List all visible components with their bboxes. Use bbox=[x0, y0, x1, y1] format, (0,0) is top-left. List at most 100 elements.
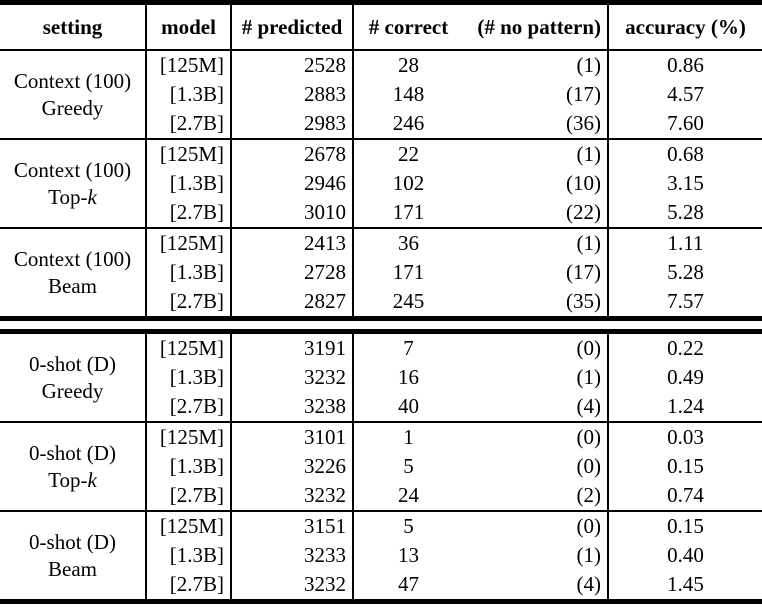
correct-cell: 36 bbox=[353, 227, 463, 258]
no-pattern-cell: (0) bbox=[463, 510, 609, 541]
correct-cell: 245 bbox=[392, 289, 425, 313]
table-row: [2.7B] 2983 246 (36) 7.60 bbox=[0, 109, 762, 139]
accuracy-cell: 0.15 bbox=[667, 454, 704, 478]
predicted-cell: 2883 bbox=[231, 80, 354, 109]
predicted-cell: 3010 bbox=[231, 198, 354, 228]
table-row: [1.3B] 2946 102 (10) 3.15 bbox=[0, 169, 762, 198]
predicted-cell: 3233 bbox=[231, 541, 354, 570]
setting-label-text: Beam bbox=[48, 273, 97, 298]
no-pattern-cell: (35) bbox=[463, 287, 609, 319]
col-header-predicted: # predicted bbox=[231, 2, 354, 51]
no-pattern-cell: (1) bbox=[463, 138, 609, 169]
table-row: 0-shot (D) Greedy [125M] 3191 7 (0) 0.22 bbox=[0, 330, 762, 422]
accuracy-cell: 7.60 bbox=[667, 111, 704, 135]
correct-cell: 7 bbox=[353, 330, 463, 363]
table-row: 0-shot (D) Top-k [125M] 3101 1 (0) 0.03 bbox=[0, 421, 762, 511]
correct-cell: 246 bbox=[392, 111, 425, 135]
setting-line2: Greedy bbox=[6, 95, 139, 122]
setting-line2: Top-k bbox=[6, 467, 139, 494]
no-pattern-cell: (17) bbox=[463, 80, 609, 109]
model-cell: [125M] bbox=[146, 49, 232, 80]
predicted-cell: 3232 bbox=[231, 481, 354, 511]
table-row: [1.3B] 2883 148 (17) 4.57 bbox=[0, 80, 762, 109]
accuracy-cell: 1.45 bbox=[667, 572, 704, 596]
model-cell: [125M] bbox=[146, 227, 232, 258]
no-pattern-cell: (17) bbox=[463, 258, 609, 287]
model-cell: [2.7B] bbox=[146, 109, 232, 139]
accuracy-cell: 7.57 bbox=[667, 289, 704, 313]
correct-cell: 171 bbox=[392, 260, 425, 284]
no-pattern-cell: (22) bbox=[463, 198, 609, 228]
setting-label-text: Greedy bbox=[41, 95, 104, 120]
table-row: Context (100) Beam [125M] 2413 36 (1) 1.… bbox=[0, 227, 762, 319]
model-cell: [1.3B] bbox=[146, 169, 232, 198]
accuracy-cell: 0.15 bbox=[608, 510, 762, 541]
predicted-cell: 2827 bbox=[231, 287, 354, 319]
setting-line1: 0-shot (D) bbox=[29, 529, 116, 554]
no-pattern-cell: (1) bbox=[463, 49, 609, 80]
model-cell: [1.3B] bbox=[146, 80, 232, 109]
model-cell: [1.3B] bbox=[146, 363, 232, 392]
predicted-cell: 2983 bbox=[231, 109, 354, 139]
no-pattern-cell: (0) bbox=[463, 330, 609, 363]
col-header-setting: setting bbox=[0, 2, 147, 51]
predicted-cell: 3191 bbox=[231, 330, 354, 363]
correct-cell: 148 bbox=[392, 82, 425, 106]
setting-label-text: Greedy bbox=[41, 378, 104, 403]
no-pattern-cell: (1) bbox=[463, 227, 609, 258]
section-separator bbox=[0, 316, 762, 334]
correct-cell: 13 bbox=[398, 543, 419, 567]
table-row: [1.3B] 3233 13 (1) 0.40 bbox=[0, 541, 762, 570]
header-row: setting model # predicted # correct (# n… bbox=[0, 2, 762, 51]
correct-cell: 5 bbox=[403, 454, 414, 478]
accuracy-cell: 5.28 bbox=[667, 260, 704, 284]
table-row: [2.7B] 3232 47 (4) 1.45 bbox=[0, 570, 762, 602]
accuracy-cell: 4.57 bbox=[667, 82, 704, 106]
table-row: [1.3B] 2728 171 (17) 5.28 bbox=[0, 258, 762, 287]
setting-label-text: Top- bbox=[48, 467, 88, 492]
setting-label-text: Top- bbox=[48, 184, 88, 209]
predicted-cell: 2413 bbox=[231, 227, 354, 258]
accuracy-cell: 5.28 bbox=[667, 200, 704, 224]
table-row: [2.7B] 3010 171 (22) 5.28 bbox=[0, 198, 762, 228]
table-row: [2.7B] 3232 24 (2) 0.74 bbox=[0, 481, 762, 511]
setting-cell-context-beam: Context (100) Beam bbox=[0, 227, 147, 319]
predicted-cell: 3232 bbox=[231, 363, 354, 392]
accuracy-cell: 1.24 bbox=[667, 394, 704, 418]
accuracy-cell: 3.15 bbox=[667, 171, 704, 195]
table-row: Context (100) Top-k [125M] 2678 22 (1) 0… bbox=[0, 138, 762, 228]
setting-label-italic: k bbox=[87, 467, 97, 492]
model-cell: [1.3B] bbox=[146, 541, 232, 570]
table-row: Context (100) Greedy [125M] 2528 28 (1) … bbox=[0, 49, 762, 139]
correct-cell: 24 bbox=[398, 483, 419, 507]
setting-cell-context-greedy: Context (100) Greedy bbox=[0, 49, 147, 139]
accuracy-cell: 1.11 bbox=[608, 227, 762, 258]
predicted-cell: 2728 bbox=[231, 258, 354, 287]
table-row: 0-shot (D) Beam [125M] 3151 5 (0) 0.15 bbox=[0, 510, 762, 602]
table-row: [2.7B] 2827 245 (35) 7.57 bbox=[0, 287, 762, 319]
predicted-cell: 2946 bbox=[231, 169, 354, 198]
setting-line1: Context (100) bbox=[13, 246, 132, 271]
no-pattern-cell: (1) bbox=[463, 363, 609, 392]
accuracy-cell: 0.49 bbox=[667, 365, 704, 389]
predicted-cell: 3151 bbox=[231, 510, 354, 541]
model-cell: [2.7B] bbox=[146, 198, 232, 228]
setting-line1: 0-shot (D) bbox=[29, 440, 116, 465]
model-cell: [1.3B] bbox=[146, 258, 232, 287]
model-cell: [125M] bbox=[146, 138, 232, 169]
model-cell: [125M] bbox=[146, 421, 232, 452]
table-row: [2.7B] 3238 40 (4) 1.24 bbox=[0, 392, 762, 422]
accuracy-cell: 0.22 bbox=[608, 330, 762, 363]
correct-cell: 5 bbox=[353, 510, 463, 541]
correct-cell: 28 bbox=[353, 49, 463, 80]
table-row: [1.3B] 3226 5 (0) 0.15 bbox=[0, 452, 762, 481]
section-separator-rule bbox=[0, 316, 762, 334]
accuracy-cell: 0.74 bbox=[667, 483, 704, 507]
accuracy-cell: 0.86 bbox=[608, 49, 762, 80]
model-cell: [2.7B] bbox=[146, 481, 232, 511]
predicted-cell: 3101 bbox=[231, 421, 354, 452]
correct-cell: 1 bbox=[353, 421, 463, 452]
setting-line2: Greedy bbox=[6, 378, 139, 405]
col-header-model: model bbox=[146, 2, 232, 51]
